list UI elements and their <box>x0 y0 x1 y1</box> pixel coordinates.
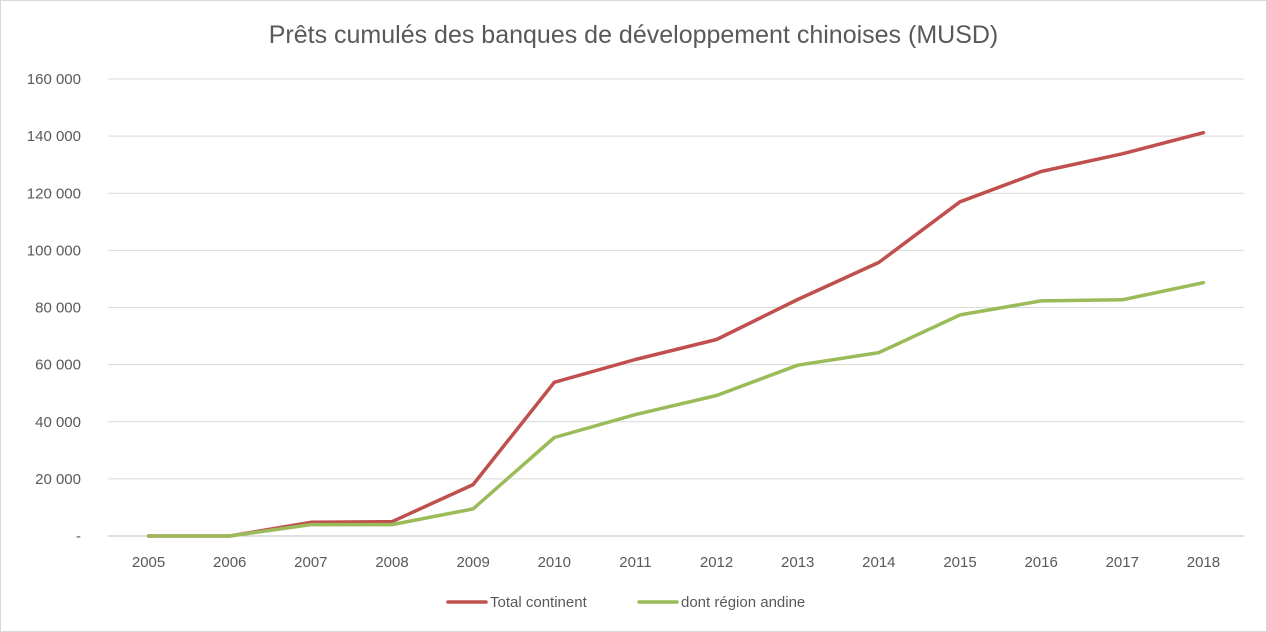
chart-title: Prêts cumulés des banques de développeme… <box>268 21 999 49</box>
x-tick-label: 2010 <box>538 554 571 571</box>
y-tick-label: 120 000 <box>27 185 81 202</box>
y-tick-label: - <box>76 528 81 545</box>
x-axis-ticks: 2005 2006 2007 2008 2009 2010 2011 2012 2013 2014… <box>132 554 1220 571</box>
x-tick-label: 2007 <box>294 554 327 571</box>
legend: Total continent dont région andine <box>446 594 805 611</box>
series-lines <box>146 130 1206 538</box>
gridlines <box>108 78 1244 537</box>
x-tick-label: 2013 <box>781 554 814 571</box>
x-tick-label: 2005 <box>132 554 165 571</box>
y-tick-label: 40 000 <box>35 414 81 431</box>
y-tick-label: 140 000 <box>27 128 81 145</box>
x-tick-label: 2014 <box>862 554 895 571</box>
legend-label: dont région andine <box>681 594 805 611</box>
x-tick-label: 2015 <box>943 554 976 571</box>
x-tick-label: 2009 <box>456 554 489 571</box>
series-line <box>146 130 1206 538</box>
x-tick-label: 2008 <box>375 554 408 571</box>
series-line <box>146 280 1206 538</box>
x-tick-label: 2012 <box>700 554 733 571</box>
x-tick-label: 2018 <box>1187 554 1220 571</box>
legend-label: Total continent <box>490 594 588 611</box>
x-tick-label: 2006 <box>213 554 246 571</box>
y-tick-label: 80 000 <box>35 300 81 317</box>
y-axis-ticks: - 20 000 40 000 60 000 80 000 100 000 120 000 1… <box>27 71 81 545</box>
x-tick-label: 2016 <box>1024 554 1057 571</box>
y-tick-label: 20 000 <box>35 471 81 488</box>
x-tick-label: 2017 <box>1106 554 1139 571</box>
x-tick-label: 2011 <box>619 554 651 571</box>
y-tick-label: 100 000 <box>27 242 81 259</box>
y-tick-label: 60 000 <box>35 357 81 374</box>
y-tick-label: 160 000 <box>27 71 81 88</box>
